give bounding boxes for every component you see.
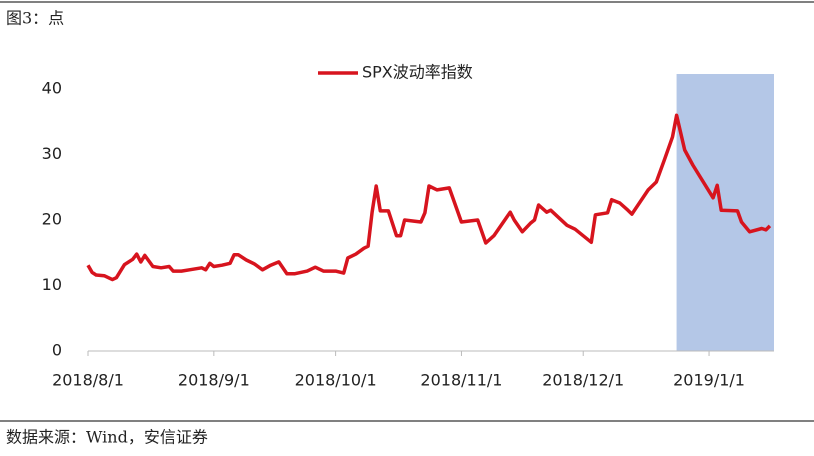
- x-tick-label: 2019/1/1: [673, 371, 745, 390]
- y-tick-label: 30: [42, 144, 62, 163]
- highlight-band: [676, 74, 774, 351]
- data-line: [86, 113, 772, 282]
- x-tick-label: 2018/12/1: [542, 371, 624, 390]
- x-tick-label: 2018/8/1: [52, 371, 124, 390]
- x-tick-label: 2018/11/1: [420, 371, 502, 390]
- x-tick-label: 2018/9/1: [178, 371, 250, 390]
- y-tick-label: 0: [52, 341, 62, 360]
- y-tick-label: 10: [42, 275, 62, 294]
- y-tick-label: 40: [42, 79, 62, 98]
- chart-title: 图3：点: [6, 9, 64, 28]
- source-note: 数据来源：Wind，安信证券: [6, 428, 208, 447]
- legend-label: SPX波动率指数: [362, 63, 473, 82]
- x-tick-label: 2018/10/1: [295, 371, 377, 390]
- y-tick-label: 20: [42, 210, 62, 229]
